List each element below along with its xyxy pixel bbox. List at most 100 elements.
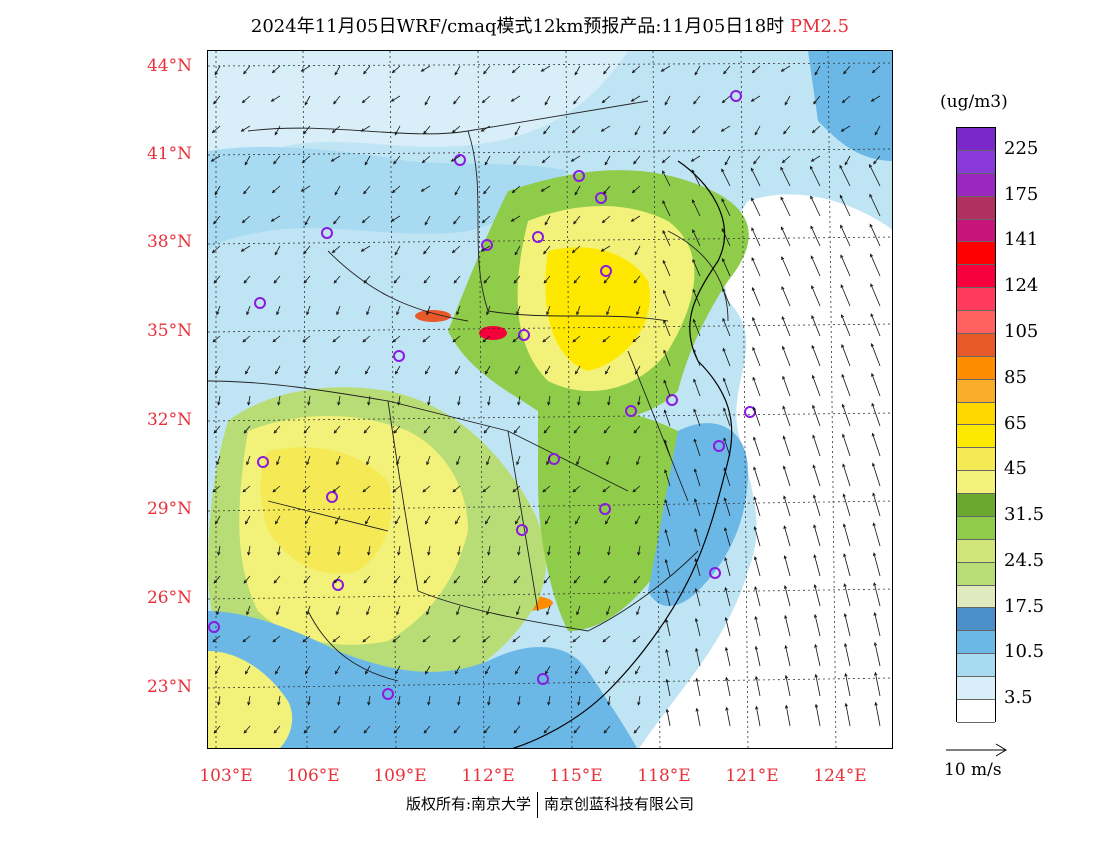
wind-vector [243,425,251,434]
wind-vector [601,125,611,132]
wind-vector-head [811,285,815,289]
wind-vector-head [663,319,667,324]
wind-vector [845,703,851,727]
wind-vector [752,377,761,397]
wind-vector-head [782,375,786,380]
wind-vector [575,515,581,524]
wind-vector [692,199,701,217]
wind-vector-head [603,579,608,584]
wind-vector [545,365,551,374]
wind-vector [484,155,491,165]
wind-vector-head [331,129,336,134]
wind-vector [783,525,791,547]
wind-vector [394,245,401,255]
wind-vector-head [869,163,873,168]
wind-vector-head [844,702,848,707]
wind-vector-head [241,99,246,104]
wind-vector-head [364,161,368,166]
wind-vector [873,523,881,547]
wind-vector [335,365,341,374]
wind-vector-head [870,98,875,102]
wind-vector [543,275,551,284]
wind-vector [752,317,761,337]
wind-vector [455,665,461,674]
wind-vector-head [665,708,670,713]
wind-vector-head [576,311,580,316]
wind-vector [453,215,461,225]
wind-vector [784,555,791,577]
wind-vector [335,515,341,524]
wind-vector-head [840,224,844,229]
wind-vector-head [362,638,367,643]
wind-vector [662,155,671,163]
wind-vector [485,515,491,524]
wind-vector-head [273,579,278,584]
wind-vector [368,395,371,405]
wind-vector-head [602,488,607,493]
colorbar-cell [957,516,995,540]
wind-vector-head [603,429,608,434]
wind-vector-head [692,199,696,203]
wind-vector-head [246,461,250,466]
wind-vector-head [784,101,788,106]
wind-vector [572,335,581,343]
wind-vector [872,463,881,487]
wind-vector [721,125,731,132]
wind-vector-head [270,98,275,102]
wind-vector [303,125,311,135]
wind-vector-head [427,551,431,556]
wind-vector-head [303,729,308,734]
wind-vector-head [393,579,398,584]
wind-vector-head [243,579,248,584]
wind-vector [692,259,701,277]
wind-vector-head [247,551,251,556]
wind-vector [810,196,821,217]
wind-vector [511,215,521,222]
wind-vector-head [213,279,218,284]
wind-vector [605,515,611,524]
wind-vector-head [722,257,726,262]
wind-vector-head [577,401,581,406]
wind-vector-head [483,279,488,284]
wind-vector [392,635,401,643]
wind-vector [693,95,701,105]
wind-vector [783,125,791,135]
wind-vector [634,245,641,255]
wind-vector-head [395,670,399,675]
wind-vector-head [840,254,844,259]
wind-vector-head [514,251,518,256]
wind-vector [572,485,581,493]
wind-vector [633,155,641,165]
wind-vector [576,455,581,465]
wind-vector-head [873,160,877,165]
wind-vector [301,185,311,192]
wind-vector [278,395,281,405]
wind-vector [213,275,221,284]
wind-vector-head [722,317,726,322]
wind-vector [780,197,791,217]
wind-vector-head [423,279,428,284]
wind-vector-head [420,188,425,192]
wind-vector [426,455,431,465]
wind-vector [332,635,341,643]
wind-vector-head [661,159,666,164]
wind-vector-head [360,128,365,132]
wind-vector-head [334,71,338,76]
wind-vector [302,335,311,343]
wind-vector [392,485,401,493]
wind-vector-head [454,71,458,76]
wind-vector [422,635,431,643]
wind-vector-head [572,638,577,643]
wind-vector-head [543,250,547,255]
wind-vector [393,275,401,284]
wind-vector-head [752,376,756,381]
wind-vector-head [754,615,758,620]
footer-separator [537,792,539,818]
wind-vector [426,305,431,315]
wind-vector-head [752,406,756,411]
wind-vector [844,643,851,667]
wind-vector-head [483,579,488,584]
wind-vector-head [607,551,611,556]
wind-vector [242,215,251,223]
wind-vector [366,455,371,465]
